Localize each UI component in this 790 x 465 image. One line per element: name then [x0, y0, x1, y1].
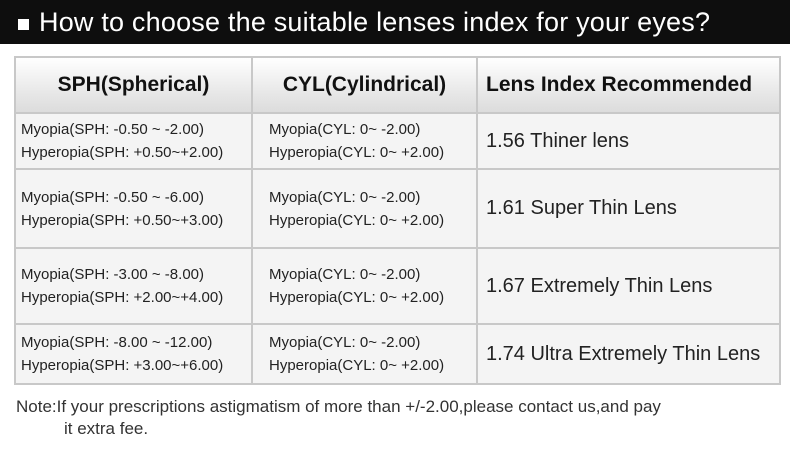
- cyl-hyperopia: Hyperopia(CYL: 0~ +2.00): [269, 144, 445, 161]
- sph-cell: Myopia(SPH: -3.00 ~ -8.00) Hyperopia(SPH…: [14, 247, 253, 325]
- table-row: Myopia(SPH: -0.50 ~ -6.00) Hyperopia(SPH…: [14, 168, 781, 249]
- lens-index-cell: 1.56 Thiner lens: [476, 112, 781, 170]
- column-header-cyl: CYL(Cylindrical): [251, 56, 478, 114]
- lens-index-cell: 1.74 Ultra Extremely Thin Lens: [476, 323, 781, 385]
- sph-cell: Myopia(SPH: -0.50 ~ -6.00) Hyperopia(SPH…: [14, 168, 253, 249]
- sph-hyperopia: Hyperopia(SPH: +3.00~+6.00): [21, 357, 224, 374]
- title-bar: How to choose the suitable lenses index …: [0, 0, 790, 44]
- column-header-sph: SPH(Spherical): [14, 56, 253, 114]
- cyl-myopia: Myopia(CYL: 0~ -2.00): [269, 188, 421, 206]
- sph-hyperopia: Hyperopia(SPH: +0.50~+3.00): [21, 211, 224, 229]
- cyl-cell: Myopia(CYL: 0~ -2.00) Hyperopia(CYL: 0~ …: [251, 323, 478, 385]
- lens-index-table: SPH(Spherical) CYL(Cylindrical) Lens Ind…: [14, 56, 781, 385]
- cyl-cell: Myopia(CYL: 0~ -2.00) Hyperopia(CYL: 0~ …: [251, 112, 478, 170]
- sph-myopia: Myopia(SPH: -8.00 ~ -12.00): [21, 334, 213, 351]
- footnote-line-1: Note:If your prescriptions astigmatism o…: [16, 397, 661, 416]
- table: SPH(Spherical) CYL(Cylindrical) Lens Ind…: [14, 56, 781, 385]
- cyl-hyperopia: Hyperopia(CYL: 0~ +2.00): [269, 289, 445, 306]
- cyl-myopia: Myopia(CYL: 0~ -2.00): [269, 266, 421, 283]
- sph-cell: Myopia(SPH: -8.00 ~ -12.00) Hyperopia(SP…: [14, 323, 253, 385]
- table-row: Myopia(SPH: -3.00 ~ -8.00) Hyperopia(SPH…: [14, 247, 781, 325]
- sph-cell: Myopia(SPH: -0.50 ~ -2.00) Hyperopia(SPH…: [14, 112, 253, 170]
- table-header-row: SPH(Spherical) CYL(Cylindrical) Lens Ind…: [14, 56, 781, 114]
- cyl-cell: Myopia(CYL: 0~ -2.00) Hyperopia(CYL: 0~ …: [251, 247, 478, 325]
- sph-myopia: Myopia(SPH: -0.50 ~ -6.00): [21, 188, 204, 206]
- lens-index-cell: 1.67 Extremely Thin Lens: [476, 247, 781, 325]
- lens-index-cell: 1.61 Super Thin Lens: [476, 168, 781, 249]
- table-row: Myopia(SPH: -0.50 ~ -2.00) Hyperopia(SPH…: [14, 112, 781, 170]
- footnote-line-2: it extra fee.: [64, 419, 149, 438]
- sph-hyperopia: Hyperopia(SPH: +0.50~+2.00): [21, 144, 224, 161]
- cyl-cell: Myopia(CYL: 0~ -2.00) Hyperopia(CYL: 0~ …: [251, 168, 478, 249]
- sph-hyperopia: Hyperopia(SPH: +2.00~+4.00): [21, 289, 224, 306]
- cyl-hyperopia: Hyperopia(CYL: 0~ +2.00): [269, 357, 445, 374]
- square-bullet-icon: [18, 18, 29, 30]
- cyl-myopia: Myopia(CYL: 0~ -2.00): [269, 121, 421, 138]
- cyl-myopia: Myopia(CYL: 0~ -2.00): [269, 334, 421, 351]
- column-header-lens-index: Lens Index Recommended: [476, 56, 781, 114]
- footnote: Note:If your prescriptions astigmatism o…: [16, 396, 776, 440]
- cyl-hyperopia: Hyperopia(CYL: 0~ +2.00): [269, 211, 445, 229]
- page-title: How to choose the suitable lenses index …: [39, 6, 711, 37]
- sph-myopia: Myopia(SPH: -0.50 ~ -2.00): [21, 121, 204, 138]
- table-row: Myopia(SPH: -8.00 ~ -12.00) Hyperopia(SP…: [14, 323, 781, 385]
- sph-myopia: Myopia(SPH: -3.00 ~ -8.00): [21, 266, 204, 283]
